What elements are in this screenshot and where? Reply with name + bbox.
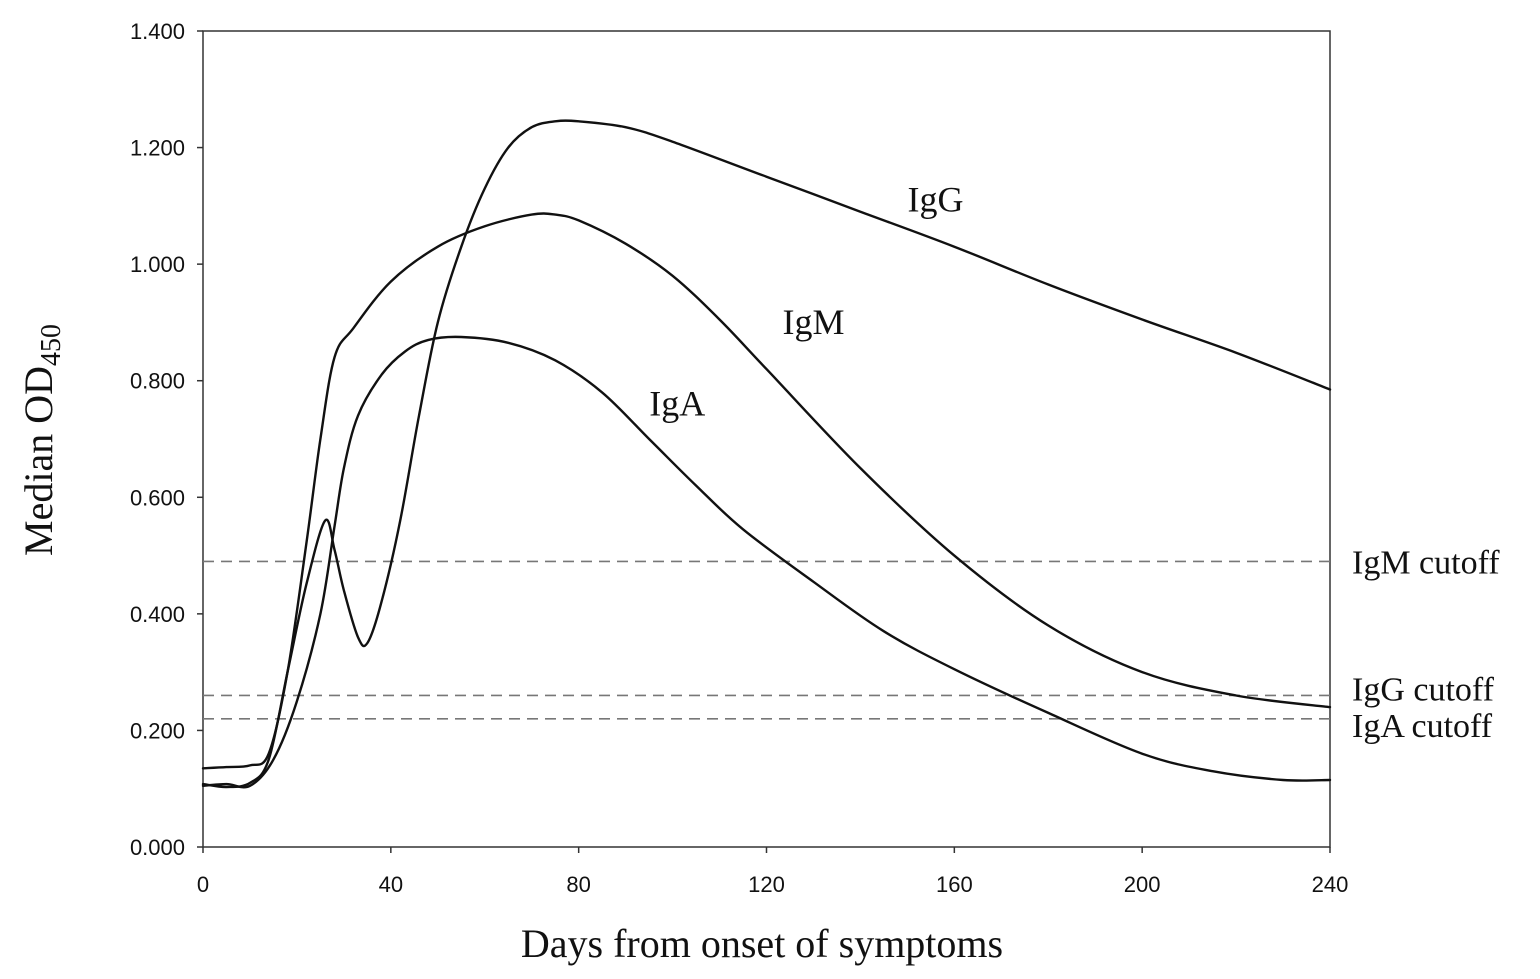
- plot-area-frame: [202, 30, 1331, 848]
- y-tick-label: 1.000: [130, 252, 185, 277]
- series-label-igg: IgG: [908, 180, 964, 220]
- x-axis-ticks: 0 40 80 120 160 200 240: [197, 847, 1348, 897]
- iga-cutoff-label: IgA cutoff: [1352, 708, 1493, 745]
- x-tick-label: 120: [748, 872, 785, 897]
- series-line-iga: [201, 335, 1332, 789]
- x-tick-label: 80: [566, 872, 590, 897]
- x-tick-label: 200: [1124, 872, 1161, 897]
- x-axis-title: Days from onset of symptoms: [521, 921, 1003, 966]
- y-tick-label: 1.400: [130, 19, 185, 44]
- y-tick-label: 0.200: [130, 718, 185, 743]
- y-tick-label: 0.800: [130, 369, 185, 394]
- y-tick-label: 0.400: [130, 602, 185, 627]
- y-axis-ticks: 0.000 0.200 0.400 0.600 0.800 1.000 1.200 1.400: [130, 19, 203, 860]
- series-line-igm: [201, 212, 1332, 770]
- series-label-iga: IgA: [649, 384, 705, 424]
- series-lines: [201, 119, 1332, 789]
- y-tick-label: 1.200: [130, 136, 185, 161]
- cutoff-lines: [203, 560, 1330, 720]
- x-tick-label: 40: [379, 872, 403, 897]
- y-axis-title-subscript: 450: [36, 324, 67, 366]
- y-axis-title: Median OD450: [16, 324, 67, 556]
- series-labels: IgG IgM IgA: [649, 180, 963, 424]
- y-tick-label: 0.000: [130, 835, 185, 860]
- series-line-igg: [201, 119, 1332, 789]
- x-tick-label: 240: [1312, 872, 1349, 897]
- y-axis-title-main: Median OD: [16, 366, 61, 556]
- y-tick-label: 0.600: [130, 485, 185, 510]
- igm-cutoff-label: IgM cutoff: [1352, 544, 1500, 581]
- x-tick-label: 160: [936, 872, 973, 897]
- x-tick-label: 0: [197, 872, 209, 897]
- svg-text:Median OD450: Median OD450: [16, 324, 67, 556]
- series-label-igm: IgM: [782, 302, 844, 342]
- igg-cutoff-label: IgG cutoff: [1352, 671, 1495, 708]
